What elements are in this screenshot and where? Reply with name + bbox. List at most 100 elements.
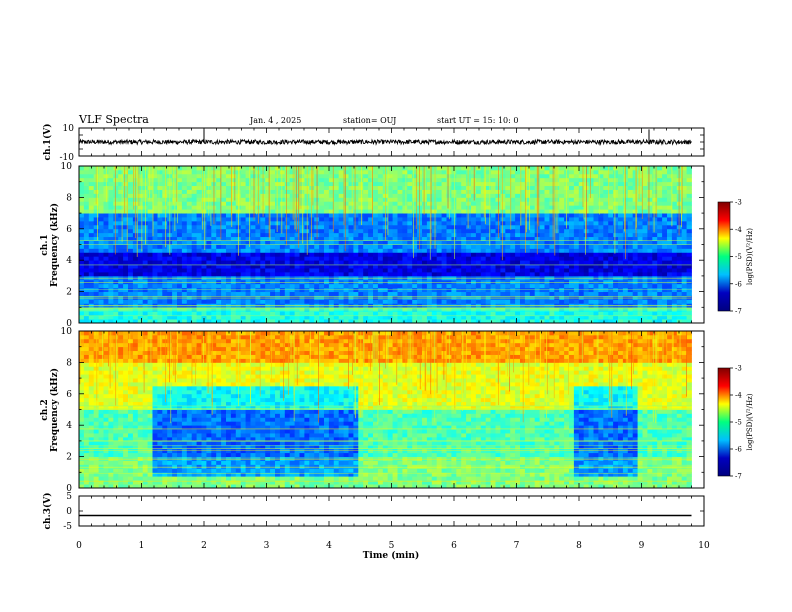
spectrogram-cell bbox=[265, 220, 271, 226]
spectrogram-cell bbox=[230, 268, 237, 273]
spectrogram-cell bbox=[79, 173, 85, 179]
spectrogram-cell bbox=[554, 315, 560, 320]
spectrogram-cell bbox=[230, 173, 237, 179]
spectrogram-cell bbox=[520, 173, 526, 179]
spectrogram-cell bbox=[417, 260, 423, 265]
spectrogram-cell bbox=[637, 236, 643, 241]
spectrogram-cell bbox=[265, 252, 271, 257]
spectrogram-cell bbox=[152, 291, 158, 296]
spectrogram-cell bbox=[583, 271, 589, 277]
spectrogram-cell bbox=[618, 268, 624, 273]
spectrogram-cell bbox=[471, 197, 477, 202]
spectrogram-cell bbox=[230, 197, 237, 202]
spectrogram-cell bbox=[358, 244, 364, 249]
spectrogram-cell bbox=[201, 232, 207, 238]
spectrogram-cell bbox=[123, 244, 129, 249]
spectrogram-cell bbox=[157, 260, 163, 265]
spectrogram-cell bbox=[289, 193, 295, 198]
spectrogram-cell bbox=[603, 177, 609, 183]
spectrogram-cell bbox=[216, 291, 222, 296]
spectrogram-cell bbox=[152, 236, 158, 241]
spectrogram-cell bbox=[211, 236, 217, 241]
spectrogram-cell bbox=[422, 177, 428, 183]
spectrogram-cell bbox=[505, 291, 511, 296]
spectrogram-cell bbox=[627, 311, 634, 316]
spectrogram-cell bbox=[407, 271, 413, 277]
spectrogram-cell bbox=[108, 299, 114, 304]
spectrogram-cell bbox=[250, 213, 256, 218]
spectrogram-cell bbox=[466, 256, 472, 261]
spectrogram-cell bbox=[436, 169, 442, 175]
spectrogram-cell bbox=[534, 256, 540, 261]
spectrogram-cell bbox=[588, 224, 594, 230]
spectrogram-cell bbox=[569, 264, 575, 269]
spectrogram-cell bbox=[289, 240, 295, 245]
spectrogram-cell bbox=[588, 205, 594, 210]
spectrogram-cell bbox=[250, 181, 256, 187]
spectrogram-cell bbox=[485, 295, 491, 300]
spectrogram-cell bbox=[270, 173, 276, 179]
spectrogram-cell bbox=[662, 319, 668, 324]
spectrogram-cell bbox=[191, 319, 197, 324]
spectrogram-cell bbox=[108, 252, 114, 257]
spectrogram-cell bbox=[490, 283, 496, 289]
spectrogram-cell bbox=[426, 291, 433, 296]
spectrogram-cell bbox=[510, 264, 516, 269]
spectrogram-cell bbox=[446, 217, 452, 222]
spectrogram-cell bbox=[245, 315, 251, 320]
spectrogram-cell bbox=[319, 315, 325, 320]
spectrogram-cell bbox=[319, 177, 325, 183]
spectrogram-cell bbox=[573, 181, 580, 187]
spectrogram-cell bbox=[123, 240, 129, 245]
spectrogram-cell bbox=[152, 181, 158, 187]
spectrogram-cell bbox=[647, 248, 653, 253]
spectrogram-cell bbox=[593, 299, 599, 304]
spectrogram-cell bbox=[632, 264, 638, 269]
spectrogram-cell bbox=[676, 283, 683, 289]
spectrogram-cell bbox=[520, 205, 526, 210]
spectrogram-cell bbox=[216, 315, 222, 320]
spectrogram-cell bbox=[83, 181, 90, 187]
spectrogram-cell bbox=[147, 291, 153, 296]
spectrogram-cell bbox=[539, 232, 545, 238]
spectrogram-cell bbox=[333, 189, 340, 194]
spectrogram-cell bbox=[216, 244, 222, 249]
spectrogram-cell bbox=[304, 268, 310, 273]
spectrogram-cell bbox=[524, 181, 531, 187]
spectrogram-cell bbox=[191, 307, 197, 312]
spectrogram-cell bbox=[373, 268, 379, 273]
spectrogram-cell bbox=[622, 283, 629, 289]
spectrogram-cell bbox=[226, 271, 232, 277]
spectrogram-cell bbox=[113, 228, 119, 234]
spectrogram-cell bbox=[211, 268, 217, 273]
spectrogram-cell bbox=[667, 201, 673, 206]
spectrogram-cell bbox=[461, 260, 467, 265]
spectrogram-cell bbox=[382, 240, 389, 245]
spectrogram-cell bbox=[338, 232, 344, 238]
spectrogram-cell bbox=[299, 248, 305, 253]
spectrogram-cell bbox=[520, 185, 526, 190]
spectrogram-cell bbox=[456, 256, 462, 261]
spectrogram-cell bbox=[524, 185, 531, 190]
spectrogram-cell bbox=[524, 209, 531, 214]
spectrogram-cell bbox=[539, 279, 545, 285]
spectrogram-cell bbox=[564, 244, 570, 249]
spectrogram-cell bbox=[441, 193, 447, 198]
spectrogram-cell bbox=[578, 232, 585, 238]
spectrogram-cell bbox=[387, 177, 393, 183]
spectrogram-cell bbox=[113, 311, 119, 316]
spectrogram-cell bbox=[608, 283, 614, 289]
spectrogram-cell bbox=[431, 260, 438, 265]
spectrogram-cell bbox=[132, 291, 139, 296]
spectrogram-cell bbox=[289, 166, 295, 171]
spectrogram-cell bbox=[632, 232, 638, 238]
spectrogram-cell bbox=[480, 205, 487, 210]
spectrogram-cell bbox=[147, 295, 153, 300]
spectrogram-cell bbox=[191, 201, 197, 206]
spectrogram-cell bbox=[348, 213, 354, 218]
spectrogram-cell bbox=[324, 181, 330, 187]
spectrogram-cell bbox=[177, 181, 183, 187]
spectrogram-cell bbox=[324, 248, 330, 253]
spectrogram-cell bbox=[177, 252, 183, 257]
spectrogram-cell bbox=[343, 209, 349, 214]
